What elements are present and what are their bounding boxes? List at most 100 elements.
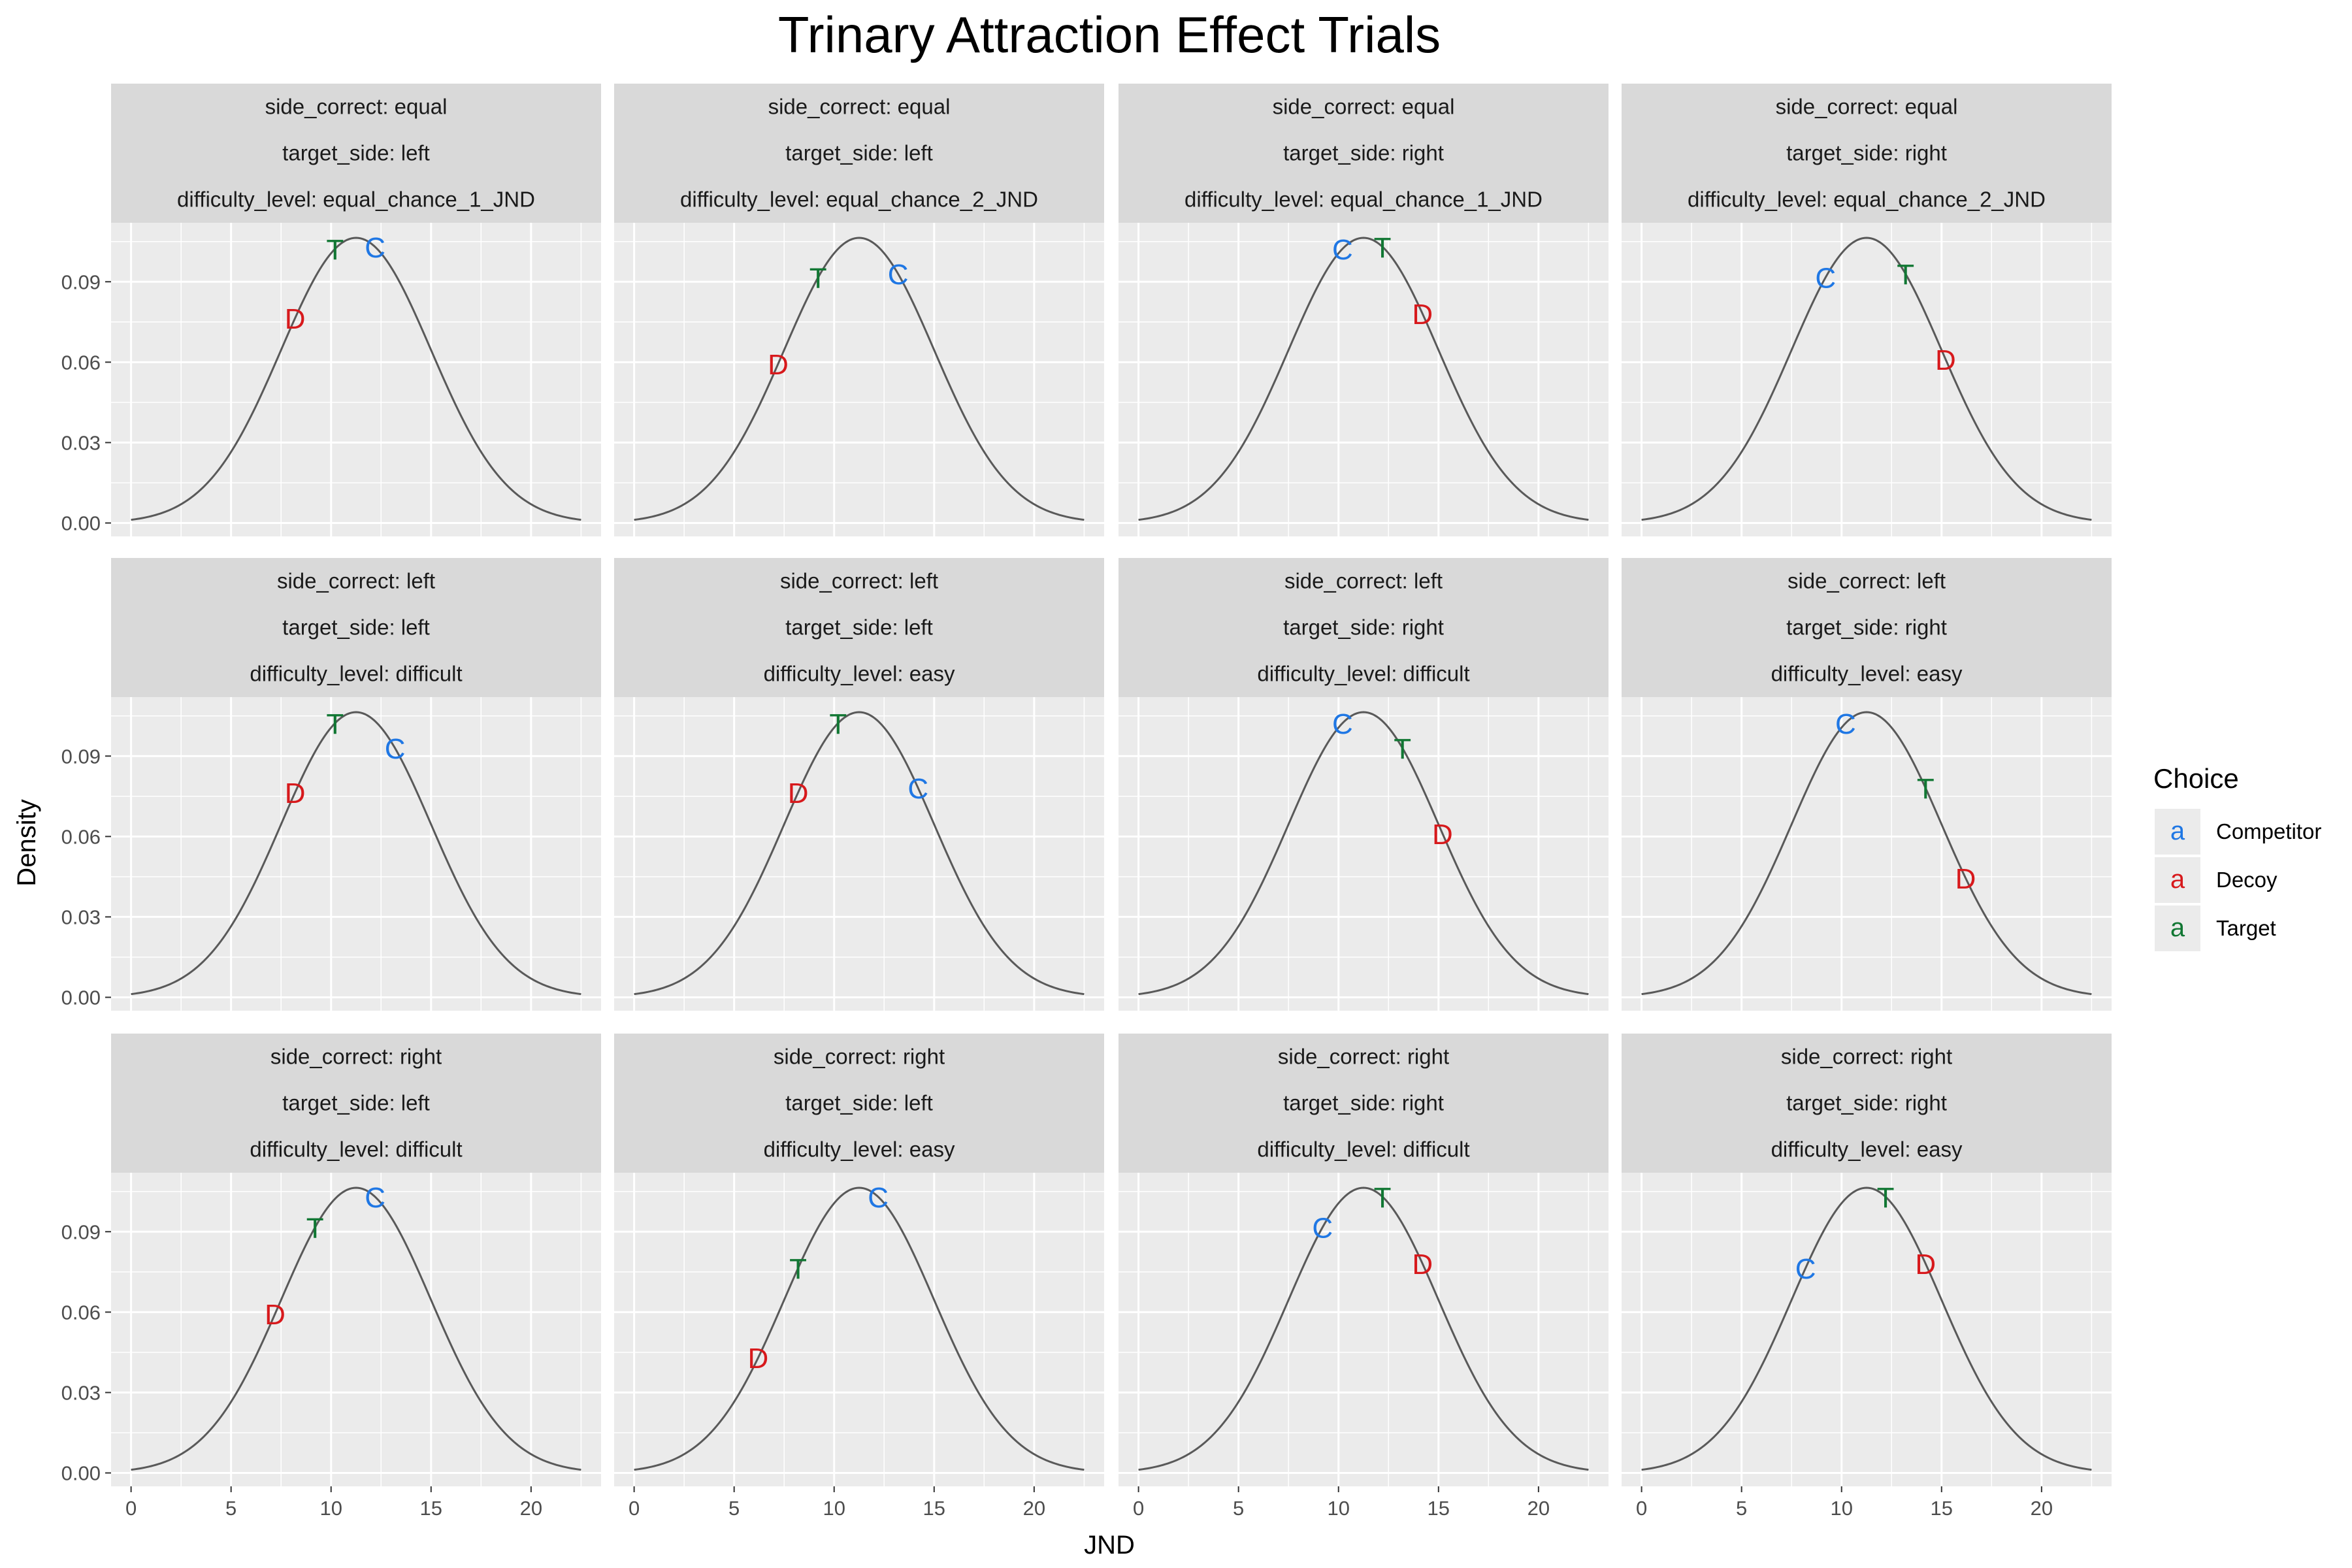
x-tick-label: 5	[225, 1497, 237, 1520]
legend-key-background	[2155, 857, 2200, 903]
facet-strip	[1622, 604, 2112, 651]
y-axis-title: Density	[12, 799, 41, 886]
point-label-decoy: D	[768, 349, 789, 381]
point-label-decoy: D	[1412, 299, 1433, 331]
facet-strip-label: difficulty_level: equal_chance_2_JND	[680, 188, 1038, 212]
facet-strip-label: difficulty_level: difficult	[250, 1137, 462, 1162]
point-label-competitor: C	[365, 1182, 385, 1214]
point-label-target: T	[789, 1253, 807, 1285]
legend-entries: a Competitor a Decoy a Target	[2155, 809, 2321, 951]
facet-strip	[1119, 1080, 1609, 1126]
point-label-target: T	[326, 708, 344, 740]
facet-strip	[1119, 176, 1609, 223]
plot-panel-background	[1622, 1173, 2112, 1486]
facet-strip-label: target_side: left	[785, 141, 933, 165]
facet-strip-label: target_side: right	[1786, 1091, 1947, 1115]
facet-strip	[111, 1034, 601, 1080]
legend-key-glyph: a	[2170, 817, 2185, 845]
x-tick-label: 20	[520, 1497, 542, 1520]
facet-strip	[614, 1080, 1104, 1126]
facet-strip	[614, 1126, 1104, 1173]
x-axis-title: JND	[1084, 1531, 1135, 1560]
facet-strip-label: difficulty_level: easy	[764, 1137, 955, 1162]
point-label-target: T	[326, 234, 344, 266]
facet-strip-label: difficulty_level: difficult	[1257, 1137, 1469, 1162]
facet-strip	[1119, 1126, 1609, 1173]
facet-strip-label: target_side: right	[1283, 1091, 1444, 1115]
facet-strip	[614, 130, 1104, 176]
plot-panel-background	[614, 1173, 1104, 1486]
facet-strip	[111, 1126, 601, 1173]
point-label-competitor: C	[1312, 1213, 1333, 1245]
density-curve	[1138, 1186, 1589, 1471]
facet-strip-label: difficulty_level: equal_chance_1_JND	[177, 188, 535, 212]
x-tick-label: 0	[1133, 1497, 1144, 1520]
facet-strip	[1622, 84, 2112, 130]
facet-panel: side_correct: right target_side: left diff…	[105, 1034, 601, 1492]
facet-strip	[1119, 651, 1609, 697]
plot-panel-background	[1119, 223, 1609, 536]
x-tick-label: 20	[1023, 1497, 1045, 1520]
y-tick-label: 0.00	[61, 986, 101, 1009]
facet-strip	[1119, 130, 1609, 176]
plot-panel-background	[1119, 697, 1609, 1011]
facet-strip-label: difficulty_level: difficult	[1257, 662, 1469, 686]
facet-strip	[111, 130, 601, 176]
facet-strip-label: side_correct: equal	[1273, 95, 1455, 119]
facet-panel: side_correct: right target_side: left diff…	[614, 1034, 1104, 1492]
point-label-competitor: C	[365, 232, 385, 264]
facet-strip	[111, 84, 601, 130]
density-curve	[634, 1186, 1085, 1471]
point-label-competitor: C	[1332, 708, 1353, 740]
legend-key-background	[2155, 906, 2200, 951]
y-tick-label: 0.00	[61, 512, 101, 534]
facet-panel: side_correct: equal target_side: left diff…	[105, 84, 601, 536]
facet-strip-label: target_side: left	[282, 615, 430, 640]
legend: Choice a Competitor a Decoy a Target	[2153, 763, 2321, 951]
facet-strip	[111, 604, 601, 651]
facet-panel: side_correct: right target_side: right dif…	[1119, 1034, 1609, 1492]
facet-panel: side_correct: equal target_side: left diff…	[614, 84, 1104, 536]
point-label-decoy: D	[265, 1299, 286, 1331]
point-label-decoy: D	[1935, 344, 1956, 376]
facet-strip-label: side_correct: left	[780, 569, 938, 593]
facet-strip-label: target_side: left	[282, 1091, 430, 1115]
point-label-target: T	[306, 1213, 324, 1245]
facet-strip	[1119, 604, 1609, 651]
facet-strip-label: difficulty_level: equal_chance_2_JND	[1688, 188, 2046, 212]
panels-layer: side_correct: equal target_side: left diff…	[105, 84, 2112, 1492]
facet-strip-label: side_correct: right	[774, 1045, 945, 1069]
y-tick-label: 0.00	[61, 1462, 101, 1484]
facet-strip-label: side_correct: equal	[768, 95, 951, 119]
plot-panel-background	[1622, 223, 2112, 536]
point-label-target: T	[1374, 232, 1392, 264]
facet-strip-label: side_correct: right	[1781, 1045, 1952, 1069]
facet-panel: side_correct: equal target_side: right dif…	[1622, 84, 2112, 536]
point-label-target: T	[1897, 259, 1914, 291]
legend-label-decoy: Decoy	[2216, 868, 2278, 892]
point-label-decoy: D	[748, 1343, 769, 1375]
point-label-decoy: D	[1412, 1249, 1433, 1281]
point-label-decoy: D	[285, 777, 306, 809]
x-tick-label: 20	[1527, 1497, 1550, 1520]
legend-key-glyph: a	[2170, 865, 2185, 894]
y-tick-label: 0.09	[61, 1220, 101, 1243]
x-axis-ticks: 0 5 10 15 20 0 5 10 15 20 0 5 10 15 20 0 5 10 15 20	[125, 1497, 2053, 1520]
x-tick-label: 0	[1636, 1497, 1647, 1520]
x-tick-label: 10	[1327, 1497, 1349, 1520]
facet-strip	[1119, 1034, 1609, 1080]
x-tick-label: 10	[823, 1497, 845, 1520]
facet-strip	[614, 558, 1104, 604]
plot-panel-background	[1119, 1173, 1609, 1486]
facet-strip-label: side_correct: left	[277, 569, 435, 593]
facet-strip	[1622, 130, 2112, 176]
point-label-decoy: D	[285, 303, 306, 335]
point-label-target: T	[1374, 1182, 1392, 1214]
density-curve	[1641, 711, 2092, 996]
point-label-target: T	[829, 708, 847, 740]
facet-strip	[1622, 558, 2112, 604]
legend-label-target: Target	[2216, 916, 2276, 940]
facet-strip	[1622, 1126, 2112, 1173]
facet-panel: side_correct: right target_side: right dif…	[1622, 1034, 2112, 1492]
